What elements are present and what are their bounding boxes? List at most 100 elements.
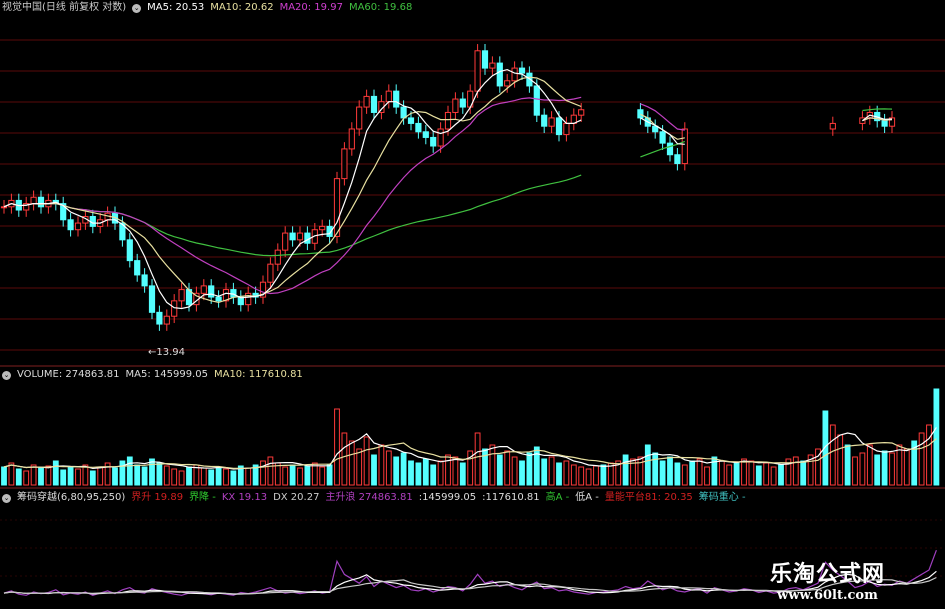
volume-bar-up: [348, 440, 355, 486]
candle-down: [393, 90, 400, 108]
volume-bar-down: [482, 448, 488, 486]
volume-bar-down: [304, 465, 311, 486]
candle-down: [674, 154, 681, 165]
indicator-name: 筹码穿越(6,80,95,250): [17, 492, 126, 503]
volume-bar-down: [415, 462, 422, 486]
volume-bar-down: [733, 462, 740, 486]
candle-up: [511, 67, 518, 82]
candle-up: [829, 122, 836, 130]
volume-bar-up: [815, 448, 821, 486]
candle-down: [533, 85, 540, 116]
volume-bar-up: [852, 456, 858, 486]
candle-up: [222, 289, 230, 302]
volume-bar-up: [245, 467, 252, 486]
candle-up: [452, 98, 459, 113]
volume-bar-up: [385, 450, 392, 486]
candle-up: [578, 109, 585, 116]
volume-bar-up: [563, 460, 570, 486]
volume-bar-up: [696, 458, 703, 486]
candle-down: [481, 50, 489, 69]
volume-bar-up: [585, 468, 592, 486]
volume-bar-up: [341, 432, 348, 486]
ma20-value: MA20: 19.97: [279, 2, 343, 13]
volume-bar-up: [467, 450, 474, 486]
candle-down: [459, 98, 466, 108]
volume-bar-up: [282, 466, 289, 486]
candle-down: [555, 117, 563, 136]
candle-down: [60, 203, 67, 221]
settings-circle-icon[interactable]: ⌄: [2, 493, 11, 503]
candle-up: [333, 178, 341, 237]
candle-down: [134, 260, 141, 276]
candle-down: [289, 232, 296, 241]
candle-down: [422, 131, 429, 138]
volume-bar-up: [866, 444, 873, 486]
candle-down: [415, 122, 422, 133]
candle-up: [267, 263, 274, 283]
candle-down: [126, 239, 133, 262]
volume-bar-down: [844, 444, 851, 486]
volume-ma10-line: [3, 438, 937, 469]
ma5-value: MA5: 20.53: [147, 2, 205, 13]
volume-bar-down: [430, 464, 437, 486]
volume-bar-up: [474, 432, 481, 486]
volume-bar-up: [363, 436, 370, 486]
volume-bar-up: [104, 462, 111, 486]
volume-bar-up: [859, 452, 866, 486]
candle-down: [637, 109, 644, 119]
candle-up: [548, 117, 555, 127]
candle-up: [437, 128, 444, 147]
volume-bar-down: [208, 469, 215, 486]
volume-bar-up: [918, 432, 925, 486]
volume-bar-down: [89, 470, 96, 486]
volume-bar-up: [163, 465, 170, 486]
low-price-annotation: ←13.94: [148, 347, 186, 358]
candle-down: [370, 95, 378, 113]
volume-bar-down: [60, 469, 67, 486]
settings-circle-icon[interactable]: ⌄: [2, 370, 11, 380]
volume-ma5-line: [3, 427, 937, 470]
volume-bar-down: [526, 452, 533, 486]
volume-bar-down: [667, 456, 673, 486]
candle-up: [74, 222, 82, 231]
volume-bar-up: [637, 456, 644, 486]
candle-up: [200, 285, 207, 294]
candle-down: [652, 125, 659, 133]
volume-bar-up: [445, 454, 451, 486]
volume-pane-header: ⌄ VOLUME: 274863.81 MA5: 145999.05 MA10:…: [2, 368, 303, 382]
volume-bar-up: [267, 456, 274, 486]
candle-up: [23, 203, 30, 211]
candle-up: [163, 315, 170, 325]
watermark-url: www.60lt.com: [777, 588, 878, 603]
volume-bar-up: [896, 444, 903, 486]
candle-down: [400, 106, 407, 119]
volume-bar-up: [704, 466, 710, 486]
candle-up: [888, 117, 896, 127]
candle-up: [30, 196, 37, 205]
candle-up: [363, 95, 370, 108]
volume-bar-up: [829, 424, 836, 486]
settings-circle-icon[interactable]: ⌄: [132, 3, 142, 13]
volume-bar-down: [644, 444, 651, 486]
main-pane-header: 视觉中国(日线 前复权 对数) ⌄ MA5: 20.53 MA10: 20.62…: [2, 1, 412, 15]
candle-up: [341, 148, 348, 180]
volume-bar-down: [1, 466, 7, 486]
volume-bar-up: [837, 434, 844, 486]
candle-up: [296, 232, 304, 241]
volume-bar-down: [371, 454, 377, 486]
candle-down: [148, 285, 156, 313]
ma10-value: MA10: 20.62: [210, 2, 274, 13]
indicator-dx-line: [3, 570, 937, 595]
volume-bar-down: [134, 464, 141, 486]
candle-down: [156, 311, 163, 325]
volume-bar-up: [378, 444, 385, 486]
ma60-value: MA60: 19.68: [348, 2, 413, 13]
candle-up: [282, 232, 289, 251]
jie-sheng: 界升 19.89: [131, 492, 184, 503]
volume-bar-up: [726, 464, 733, 486]
candle-down: [67, 219, 74, 231]
candle-up: [245, 292, 252, 306]
candle-up: [444, 111, 452, 130]
volume-bar-up: [171, 468, 178, 486]
